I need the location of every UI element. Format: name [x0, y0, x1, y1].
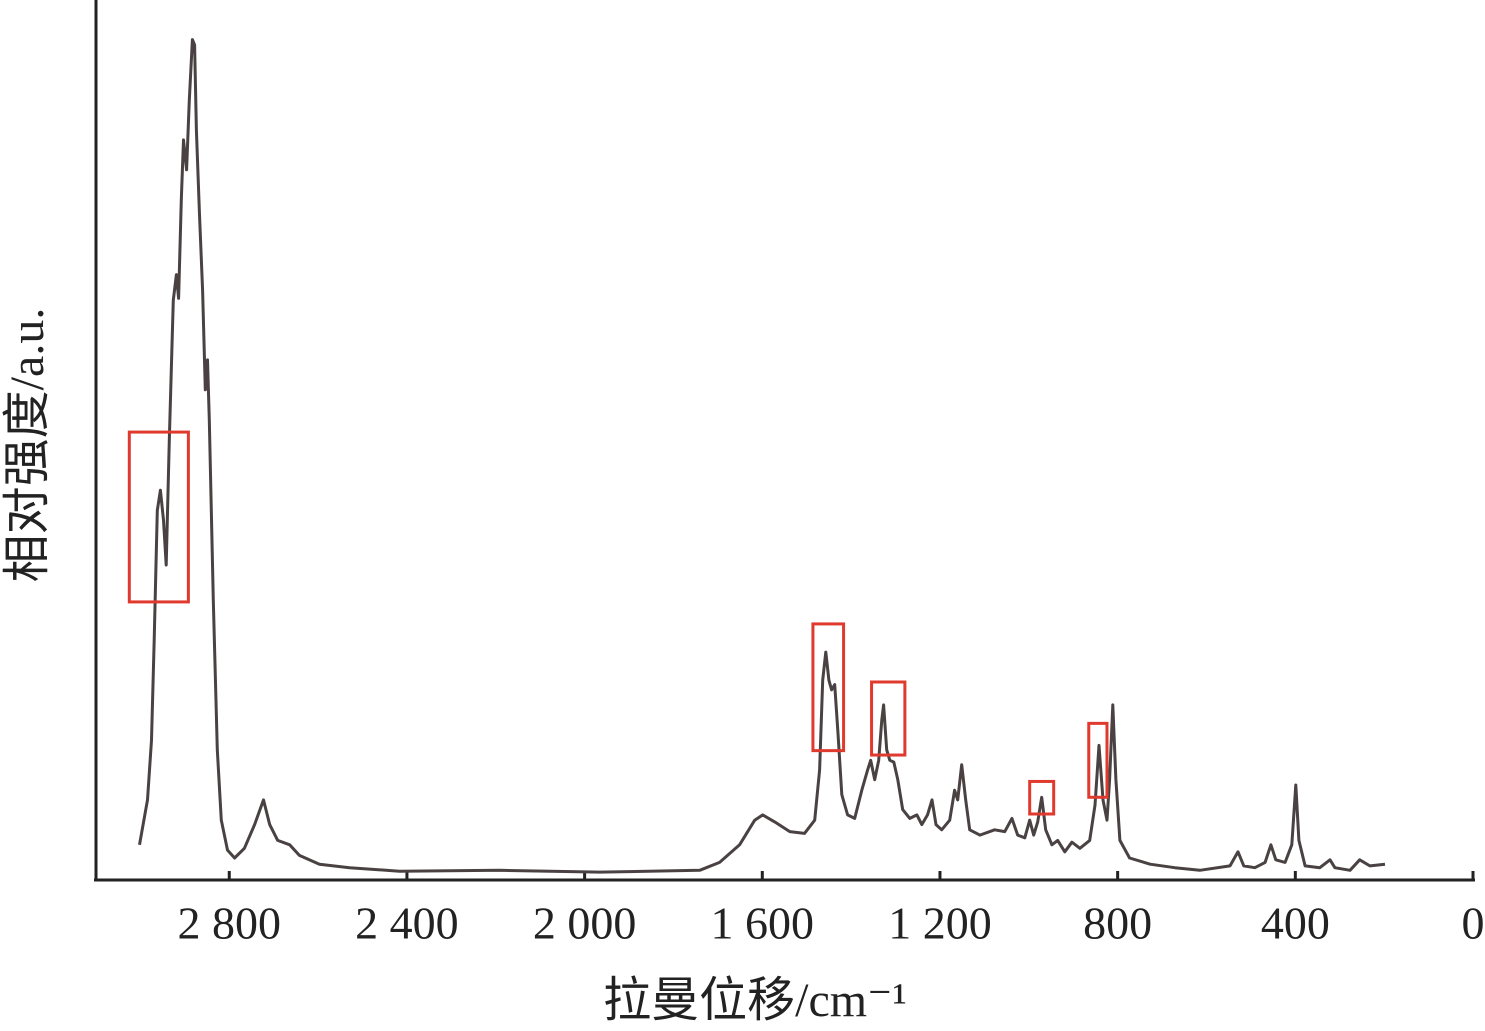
highlight-box	[127, 430, 190, 604]
spectrum-line	[138, 38, 1386, 874]
x-axis-label: 拉曼位移/cm⁻¹	[603, 974, 907, 1027]
highlight-box	[1087, 721, 1109, 799]
x-tick-label: 2 800	[178, 898, 282, 949]
x-tick-label: 2 400	[355, 898, 459, 949]
x-tick-label: 0	[1462, 898, 1485, 949]
highlight-box	[811, 622, 846, 753]
highlight-box	[870, 680, 907, 757]
x-tick-label: 1 600	[711, 898, 815, 949]
x-tick-label: 1 200	[888, 898, 992, 949]
highlight-box	[1028, 779, 1056, 816]
x-tick-label: 2 000	[533, 898, 637, 949]
x-tick-label: 800	[1083, 898, 1152, 949]
y-axis-label: 相对强度/a.u.	[1, 308, 54, 583]
x-tick-label: 400	[1261, 898, 1330, 949]
